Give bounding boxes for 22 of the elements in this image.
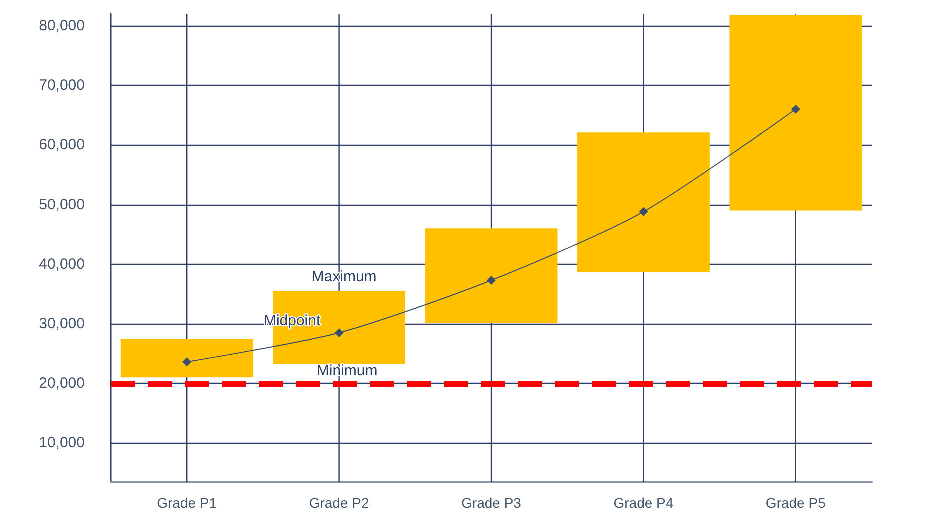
point bbox=[487, 276, 496, 285]
y-tick-label: 20,000 bbox=[39, 375, 85, 392]
y-tick-label: 60,000 bbox=[39, 136, 85, 154]
x-tick-label: Grade P2 bbox=[309, 495, 370, 511]
x-tick-label: Grade P1 bbox=[157, 495, 218, 511]
x-tick-label: Grade P3 bbox=[462, 495, 522, 511]
point bbox=[334, 328, 344, 338]
y-tick-label: 70,000 bbox=[39, 77, 85, 94]
bar bbox=[577, 132, 710, 272]
x-tick-label: Grade P4 bbox=[614, 495, 674, 511]
x-tick-label: Grade P5 bbox=[766, 495, 826, 511]
bar bbox=[425, 228, 558, 324]
y-tick-label: 40,000 bbox=[39, 256, 85, 273]
bar bbox=[730, 15, 862, 211]
y-tick-label: 50,000 bbox=[39, 196, 85, 214]
bar bbox=[120, 340, 254, 378]
y-tick-label: 30,000 bbox=[39, 316, 85, 333]
y-tick-label: 80,000 bbox=[39, 17, 85, 34]
point bbox=[639, 207, 648, 216]
y-tick-label: 10,000 bbox=[39, 434, 85, 452]
point bbox=[182, 358, 192, 367]
point bbox=[791, 104, 800, 114]
